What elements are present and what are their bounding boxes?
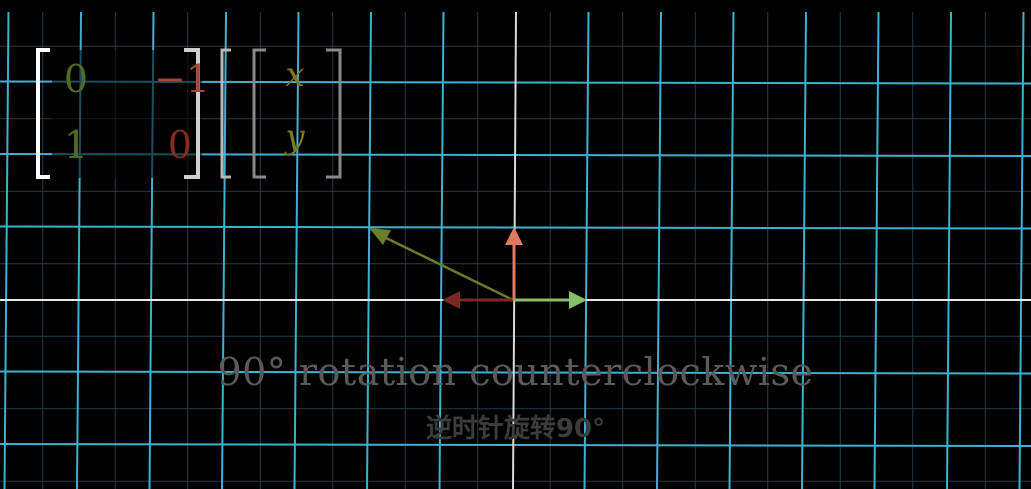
grid-line-horizontal: [0, 443, 1031, 447]
grid-line-vertical: [583, 11, 590, 489]
vector-right-bracket: [326, 48, 342, 179]
grid-line-vertical: [1018, 11, 1025, 489]
rotation-matrix: 0 −1 1 0: [36, 48, 210, 179]
vector-entry-x: x: [285, 55, 304, 95]
grid-line-vertical: [3, 11, 10, 489]
grid-line-vertical: [801, 11, 807, 489]
matrix-entry-a21: 1: [64, 123, 88, 167]
i-hat-arrow: [513, 291, 587, 309]
vectors: [369, 227, 587, 309]
j-hat-arrow: [505, 227, 523, 300]
matrix-entry-a11: 0: [64, 57, 88, 101]
caption-english: 90° rotation counterclockwise: [217, 350, 814, 394]
grid-line-horizontal: [0, 370, 1031, 375]
grid-line-vertical: [438, 11, 445, 489]
grid-line-vertical: [366, 11, 372, 489]
grid-line-vertical: [946, 11, 952, 489]
grid-line-vertical: [293, 11, 300, 489]
matrix-left-bracket: [36, 48, 50, 179]
transformed-vector-arrow: [369, 228, 514, 302]
input-vector: x y: [220, 48, 342, 179]
grid-line-vertical: [656, 11, 662, 489]
matrix-right-bracket: [184, 48, 200, 179]
grid-line-vertical: [873, 11, 880, 489]
grid-line-vertical: [221, 11, 227, 489]
matrix-entry-a12: −1: [154, 57, 210, 101]
grid-line-vertical: [728, 11, 735, 489]
vector-left-bracket: [252, 48, 266, 179]
matrix-entry-a22: 0: [168, 123, 192, 167]
negative-i-hat-arrow: [442, 291, 513, 309]
caption-chinese: 逆时针旋转90°: [425, 414, 606, 444]
vector-entry-y: y: [283, 117, 305, 157]
outer-left-bracket: [220, 48, 231, 179]
